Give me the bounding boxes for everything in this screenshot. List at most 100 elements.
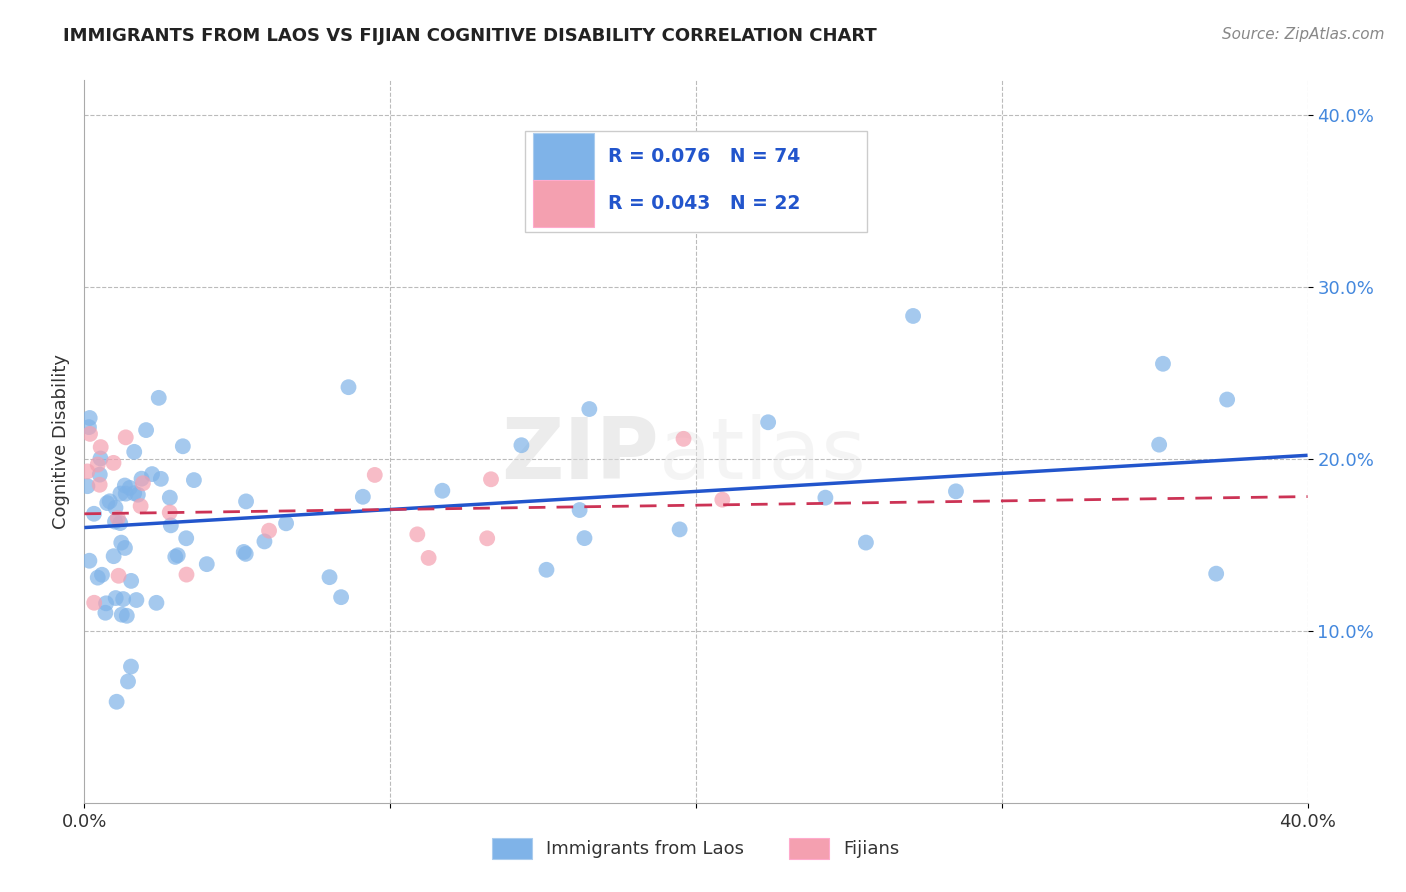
Point (165, 549, 187, 564)
Point (672, 432, 695, 446)
Point (83, 507, 105, 521)
Point (510, 438, 533, 452)
Point (149, 472, 172, 486)
Point (1147, 437, 1170, 451)
FancyBboxPatch shape (524, 131, 868, 232)
Point (103, 549, 125, 564)
Point (108, 516, 131, 530)
Point (1152, 357, 1174, 371)
Point (79, 554, 101, 568)
Point (172, 439, 194, 453)
Text: Source: ZipAtlas.com: Source: ZipAtlas.com (1222, 27, 1385, 42)
Point (406, 527, 429, 541)
Point (114, 541, 136, 555)
Point (174, 531, 197, 545)
Point (112, 592, 135, 607)
Point (253, 534, 276, 549)
Point (257, 524, 280, 538)
Point (118, 481, 141, 495)
Point (107, 511, 129, 525)
Text: ZIP: ZIP (502, 415, 659, 498)
Y-axis label: Cognitive Disability: Cognitive Disability (52, 354, 70, 529)
Point (111, 607, 134, 622)
Point (159, 505, 181, 519)
Point (79, 426, 101, 441)
Point (235, 547, 257, 561)
Point (87, 571, 110, 585)
Point (568, 503, 591, 517)
Point (89, 477, 111, 491)
Point (141, 467, 163, 482)
Point (330, 590, 353, 604)
Point (89, 467, 111, 482)
Legend: Immigrants from Laos, Fijians: Immigrants from Laos, Fijians (485, 830, 907, 866)
Point (114, 430, 136, 444)
Point (159, 491, 181, 505)
Point (122, 486, 145, 500)
Point (352, 490, 374, 504)
Point (129, 499, 152, 513)
Point (432, 483, 454, 498)
Point (166, 549, 188, 563)
Point (105, 695, 128, 709)
Point (756, 415, 779, 429)
Point (668, 523, 690, 537)
Point (83, 596, 105, 610)
Point (337, 380, 360, 394)
Point (115, 608, 138, 623)
Point (96, 496, 118, 510)
Point (418, 550, 440, 565)
Point (114, 478, 136, 492)
Text: atlas: atlas (659, 415, 868, 498)
Point (148, 391, 170, 405)
Point (536, 563, 558, 577)
Text: R = 0.076   N = 74: R = 0.076 N = 74 (607, 146, 800, 166)
Point (76, 465, 98, 479)
Point (855, 535, 877, 549)
Point (274, 516, 297, 531)
Point (364, 467, 387, 482)
Point (104, 591, 127, 605)
Point (1216, 392, 1239, 407)
Point (183, 473, 205, 487)
Point (1205, 566, 1227, 581)
Text: R = 0.043   N = 22: R = 0.043 N = 22 (607, 194, 800, 212)
Point (318, 570, 340, 584)
Point (901, 309, 924, 323)
Point (125, 593, 148, 607)
Point (131, 472, 153, 486)
Point (232, 545, 254, 559)
Point (120, 574, 142, 588)
Point (127, 488, 149, 502)
FancyBboxPatch shape (533, 133, 595, 179)
Point (117, 674, 139, 689)
Point (76, 479, 98, 493)
Point (90, 440, 112, 454)
Point (479, 472, 502, 486)
Point (104, 500, 127, 515)
Point (104, 515, 127, 529)
Point (711, 492, 734, 507)
Point (91, 567, 114, 582)
Point (107, 568, 129, 582)
FancyBboxPatch shape (533, 179, 595, 227)
Text: IMMIGRANTS FROM LAOS VS FIJIAN COGNITIVE DISABILITY CORRELATION CHART: IMMIGRANTS FROM LAOS VS FIJIAN COGNITIVE… (63, 27, 877, 45)
Point (86, 458, 108, 472)
Point (94, 606, 117, 620)
Point (94, 596, 117, 610)
Point (145, 596, 167, 610)
Point (114, 486, 136, 500)
Point (132, 476, 155, 491)
Point (103, 456, 125, 470)
Point (814, 491, 837, 505)
Point (120, 659, 142, 673)
Point (176, 567, 198, 582)
Point (89, 451, 111, 466)
Point (122, 445, 145, 459)
Point (77, 420, 100, 434)
Point (235, 494, 257, 508)
Point (945, 484, 967, 499)
Point (574, 531, 596, 545)
Point (98, 494, 121, 508)
Point (135, 423, 157, 437)
